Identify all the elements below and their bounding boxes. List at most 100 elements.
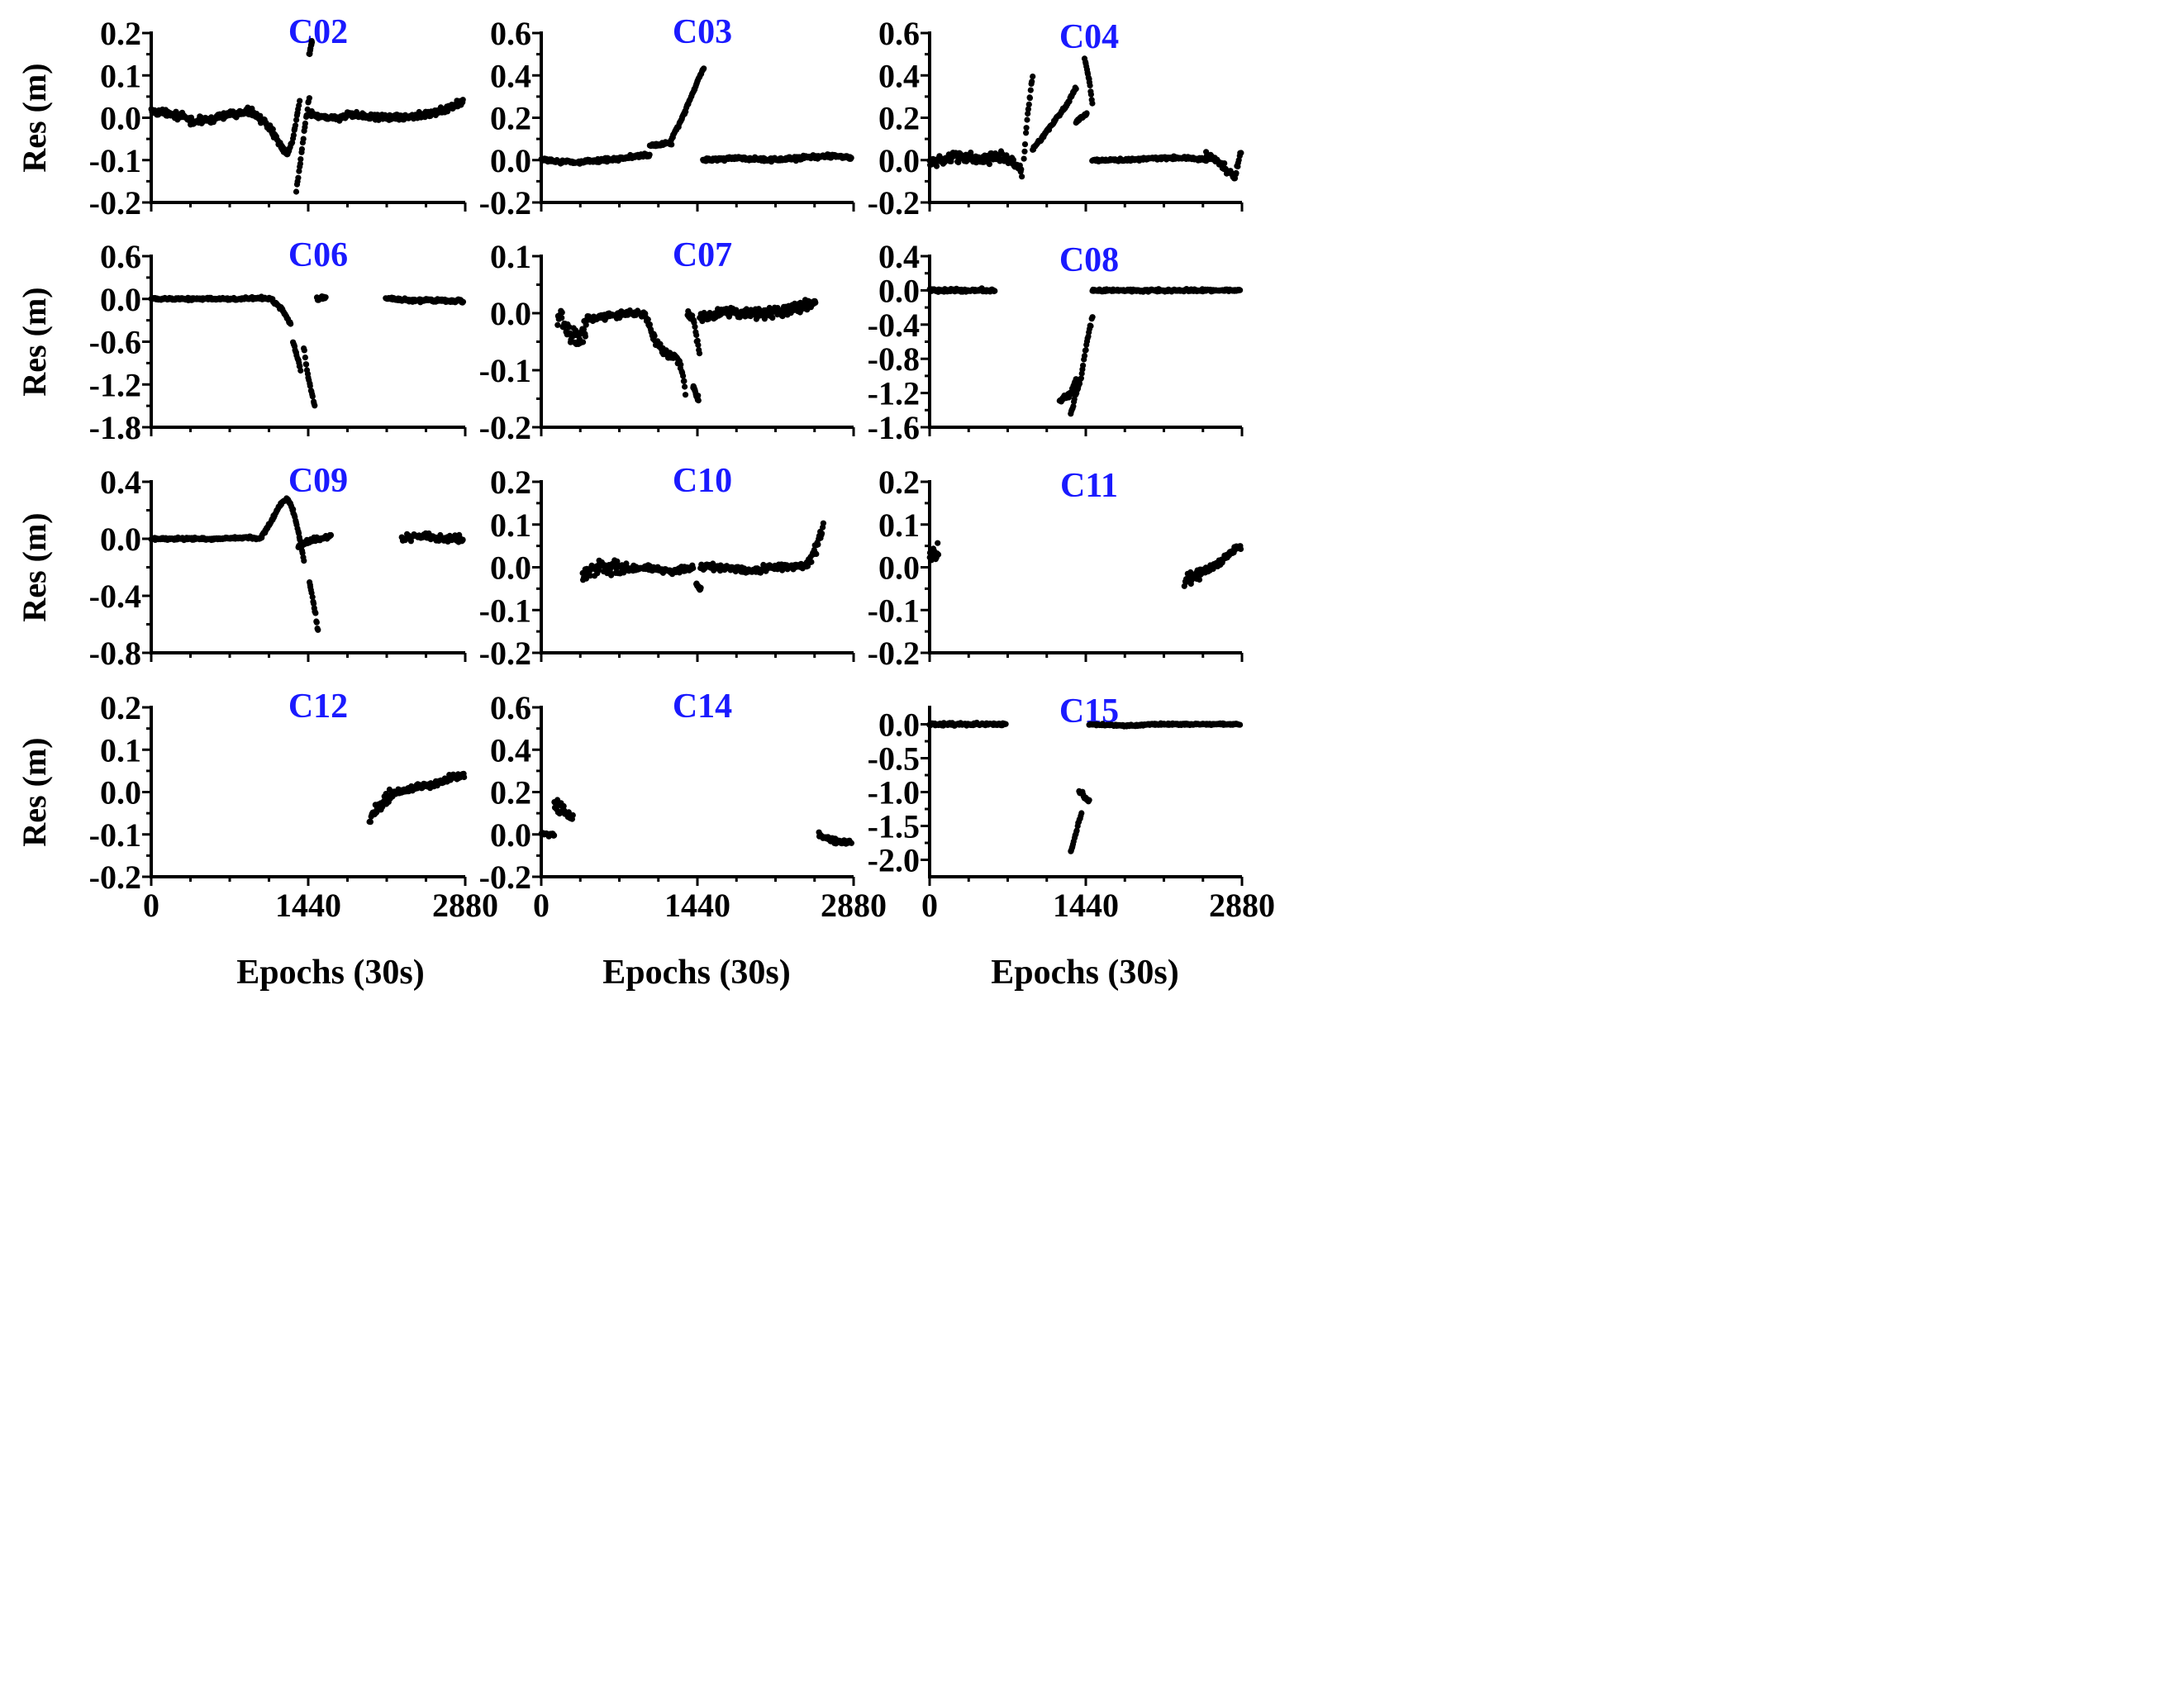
series-c14-2 <box>816 829 854 847</box>
panel-title-c02: C02 <box>288 13 348 51</box>
data-point <box>1237 545 1244 553</box>
data-point <box>651 332 658 339</box>
data-point <box>695 393 702 399</box>
series-c06-2 <box>290 339 304 374</box>
y-tick-label-c07: 0.1 <box>490 238 531 275</box>
y-tick-label-c02: -0.1 <box>89 142 141 179</box>
x-tick-label-c12: 1440 <box>275 887 341 924</box>
y-tick-label-c08: 0.0 <box>878 272 920 309</box>
series-c04-1 <box>1021 74 1036 162</box>
y-tick-label-c09: 0.4 <box>100 464 141 501</box>
data-point <box>1024 117 1030 123</box>
x-tick-label-c15: 2880 <box>1209 887 1275 924</box>
panel-c03: 0.6 0.4 0.2 0.0 -0.2 C03 <box>479 13 855 221</box>
data-point <box>680 373 687 379</box>
data-point <box>308 39 316 45</box>
data-point <box>554 321 561 328</box>
x-tick-label-c14: 1440 <box>664 887 730 924</box>
data-point <box>290 132 297 139</box>
data-point <box>560 802 567 810</box>
data-point <box>696 350 703 357</box>
y-tick-label-c03: 0.6 <box>490 15 531 52</box>
y-tick-label-c15: -2.0 <box>868 842 920 879</box>
series-c07-1 <box>583 307 648 325</box>
y-tick-label-c12: 0.2 <box>100 689 141 726</box>
data-point <box>1087 322 1094 330</box>
data-point <box>459 536 466 543</box>
y-tick-label-c10: 0.2 <box>490 464 531 501</box>
y-tick-label-c12: -0.1 <box>89 816 141 854</box>
series-c07-0 <box>554 307 590 348</box>
data-point <box>559 309 565 316</box>
data-point <box>812 299 819 306</box>
data-point <box>301 347 307 354</box>
data-point <box>692 323 698 330</box>
y-tick-label-c02: -0.2 <box>89 184 141 221</box>
series-c04-3 <box>1073 110 1090 126</box>
series-c07-4 <box>690 383 702 404</box>
y-axis-label-c06: Res (m) <box>16 287 53 396</box>
data-point <box>292 122 299 129</box>
data-point <box>701 65 707 72</box>
y-tick-label-c04: 0.6 <box>878 15 920 52</box>
series-c08-3 <box>1089 286 1244 295</box>
series-c10-3 <box>697 559 811 576</box>
y-tick-label-c10: 0.0 <box>490 550 531 587</box>
y-tick-label-c07: 0.0 <box>490 295 531 332</box>
data-point <box>1196 576 1203 583</box>
y-tick-label-c09: 0.0 <box>100 521 141 558</box>
data-point <box>313 619 320 626</box>
y-tick-label-c08: -1.6 <box>868 409 920 446</box>
series-c08-1 <box>1056 376 1079 405</box>
series-c15-0 <box>926 719 1009 729</box>
data-point <box>1021 148 1028 155</box>
data-point <box>693 331 700 339</box>
data-point <box>1089 314 1096 321</box>
y-tick-label-c02: 0.1 <box>100 57 141 94</box>
y-tick-label-c06: 0.0 <box>100 281 141 318</box>
data-point <box>315 626 321 633</box>
data-point <box>301 558 307 564</box>
y-axis-label-c02: Res (m) <box>16 63 53 172</box>
panel-c02: 0.2 0.1 0.0 -0.1 -0.2 C02 Res (m) <box>16 13 467 221</box>
data-point <box>1018 166 1025 173</box>
data-point <box>1233 169 1240 176</box>
data-point <box>297 156 304 163</box>
data-point <box>646 321 654 328</box>
data-point <box>295 174 302 181</box>
y-tick-label-c15: 0.0 <box>878 707 920 744</box>
data-point <box>682 392 689 398</box>
x-axis-label-col2: Epochs (30s) <box>602 954 791 992</box>
y-tick-label-c12: 0.1 <box>100 731 141 769</box>
y-tick-label-c10: -0.2 <box>479 635 531 672</box>
panel-title-c10: C10 <box>673 462 732 500</box>
series-c07-2 <box>642 310 689 398</box>
y-tick-label-c14: 0.2 <box>490 774 531 811</box>
data-point <box>1021 141 1029 148</box>
y-tick-label-c11: -0.1 <box>868 592 920 629</box>
series-c06-4 <box>313 293 329 303</box>
data-point <box>312 610 319 616</box>
data-point <box>293 188 300 195</box>
panel-c14: 0.6 0.4 0.2 0.0 -0.20 1440 2880 C14 <box>479 688 887 924</box>
y-tick-label-c07: -0.2 <box>479 409 531 446</box>
data-point <box>297 98 303 104</box>
y-tick-label-c04: -0.2 <box>868 184 920 221</box>
series-c02-1 <box>284 98 303 158</box>
y-tick-label-c02: 0.0 <box>100 100 141 137</box>
data-point <box>306 95 312 102</box>
y-tick-label-c06: -1.2 <box>89 366 141 403</box>
data-point <box>580 339 587 345</box>
series-c09-1 <box>257 495 296 542</box>
series-c04-5 <box>1089 153 1210 164</box>
data-point <box>1025 110 1031 117</box>
x-tick-label-c14: 0 <box>533 887 550 924</box>
series-c03-3 <box>700 151 854 165</box>
data-point <box>1237 721 1244 728</box>
data-point <box>322 294 329 301</box>
series-c09-3 <box>295 531 335 550</box>
data-point <box>682 383 688 390</box>
data-point <box>582 333 589 340</box>
data-point <box>312 402 318 409</box>
